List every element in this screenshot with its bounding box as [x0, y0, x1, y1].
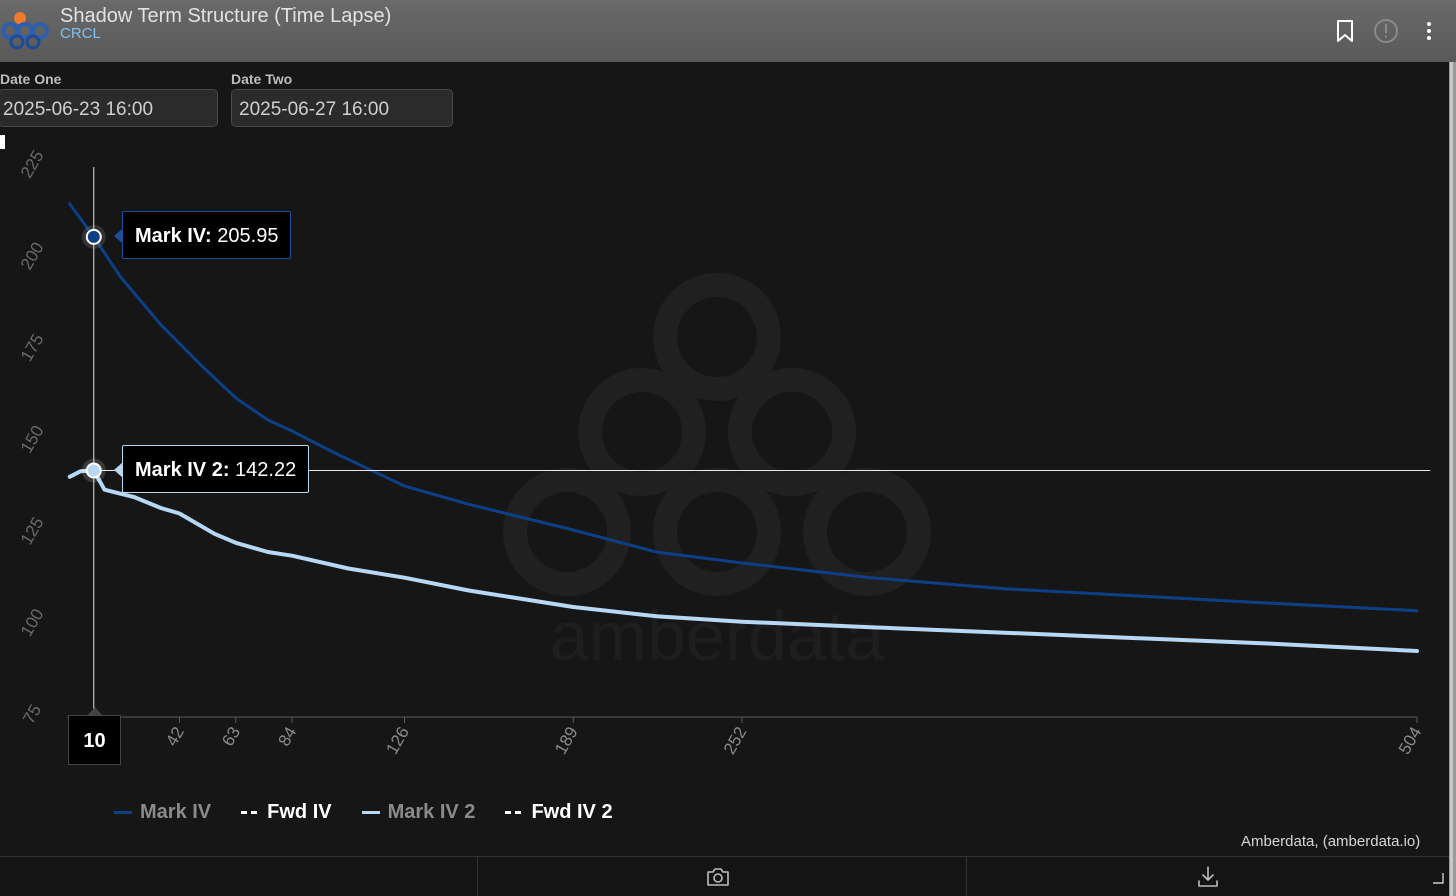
- series-line-mark-iv: [68, 202, 1419, 613]
- x-tick-label: 42: [162, 724, 188, 750]
- mark-iv2-tooltip: Mark IV 2: 142.22: [113, 445, 310, 493]
- y-tick-label: 75: [19, 701, 45, 727]
- more-vertical-icon[interactable]: [1414, 16, 1444, 46]
- scrollbar[interactable]: [1450, 62, 1453, 896]
- watermark-logo: amberdata: [503, 273, 931, 675]
- camera-icon[interactable]: [705, 864, 731, 890]
- resize-grip-icon[interactable]: [1430, 870, 1444, 884]
- date-two-label: Date Two: [231, 71, 293, 87]
- legend-label-fwd-iv-2: Fwd IV 2: [531, 800, 613, 823]
- footer-divider: [477, 856, 478, 896]
- legend-swatch-mark-iv-2: [361, 810, 380, 814]
- legend-item-mark-iv[interactable]: Mark IV: [114, 801, 211, 824]
- y-tick-label: 100: [17, 606, 48, 640]
- legend-swatch-fwd-iv: [241, 810, 260, 814]
- legend-item-fwd-iv-2[interactable]: Fwd IV 2: [505, 800, 613, 824]
- title-bar: [0, 0, 1456, 62]
- x-tick-label: 189: [551, 724, 582, 758]
- legend-swatch-fwd-iv-2: [505, 810, 524, 814]
- mark-iv2-tooltip-label: Mark IV 2:: [135, 459, 230, 481]
- legend-item-fwd-iv[interactable]: Fwd IV: [241, 800, 332, 824]
- x-tick-label: 126: [382, 724, 413, 758]
- mark-iv-tooltip-label: Mark IV:: [135, 225, 212, 247]
- chart-legend: Mark IV Fwd IV Mark IV 2 Fwd IV 2: [114, 800, 613, 824]
- mark-iv-tooltip: Mark IV: 205.95: [113, 211, 292, 259]
- chart-series: [67, 202, 1419, 653]
- x-crosshair-badge: 10: [68, 707, 121, 765]
- term-structure-chart[interactable]: amberdata 751001251501752002257426384126…: [0, 150, 1449, 790]
- y-tick-label: 175: [17, 331, 48, 365]
- y-tick-label: 200: [17, 239, 48, 273]
- legend-label-mark-iv: Mark IV: [140, 800, 212, 823]
- page-title: Shadow Term Structure (Time Lapse): [60, 5, 392, 27]
- series-line-mark-iv2: [67, 468, 1419, 653]
- x-tick-label: 63: [218, 724, 244, 750]
- date-one-input[interactable]: 2025-06-23 16:00: [0, 89, 218, 127]
- time-lapse-marker[interactable]: [0, 135, 5, 149]
- mark-iv-tooltip-value: 205.95: [217, 225, 279, 247]
- date-one-label: Date One: [0, 71, 62, 87]
- amberdata-logo-icon: [1, 12, 49, 50]
- y-tick-label: 225: [17, 150, 48, 181]
- bookmark-icon[interactable]: [1330, 16, 1360, 46]
- download-icon[interactable]: [1195, 864, 1221, 890]
- legend-label-fwd-iv: Fwd IV: [267, 800, 332, 823]
- y-tick-label: 150: [17, 422, 48, 456]
- legend-item-mark-iv-2[interactable]: Mark IV 2: [361, 800, 476, 824]
- alert-icon[interactable]: [1371, 16, 1401, 46]
- hover-point-mark-iv: [85, 228, 102, 245]
- credit-link[interactable]: Amberdata, (amberdata.io): [1241, 833, 1421, 850]
- footer-divider: [966, 856, 967, 896]
- x-tick-label: 84: [275, 724, 301, 750]
- legend-label-mark-iv-2: Mark IV 2: [387, 800, 476, 823]
- mark-iv2-tooltip-value: 142.22: [235, 459, 297, 481]
- ticker-label: CRCL: [60, 25, 101, 42]
- x-tick-label: 504: [1395, 724, 1426, 758]
- hover-point-mark-iv-2: [85, 462, 102, 479]
- x-tick-label: 252: [720, 724, 751, 758]
- y-tick-label: 125: [17, 514, 48, 548]
- legend-swatch-mark-iv: [114, 810, 132, 814]
- date-two-input[interactable]: 2025-06-27 16:00: [231, 89, 453, 127]
